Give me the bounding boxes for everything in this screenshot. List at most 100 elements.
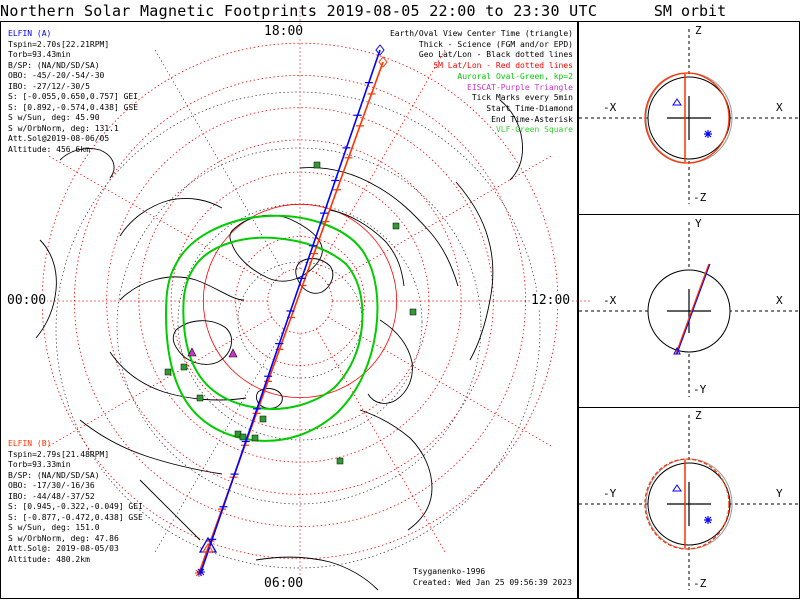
- orbit-track-a: [676, 263, 711, 355]
- vlf-square: [336, 457, 344, 465]
- sm-lon-line: [154, 328, 285, 553]
- elfin-b-line: Att.Sol@: 2019-08-05/03: [8, 544, 119, 553]
- elfin-a-line: S: [0.892,-0.574,0.438] GSE: [8, 102, 139, 112]
- sm-lon-line: [315, 328, 446, 553]
- elfin-b-line: S: [-0.877,-0.472,0.438] GSE: [8, 512, 143, 522]
- legend-item: SM Lat/Lon - Red dotted lines: [433, 61, 573, 71]
- start-diamond: [378, 56, 388, 68]
- eiscat-triangle: [187, 347, 197, 357]
- vlf-square: [239, 433, 247, 441]
- orbit-triangle: [672, 484, 682, 492]
- end-asterisk: [195, 569, 203, 577]
- europe-coast: [359, 409, 433, 531]
- legend: Earth/Oval View Center Time (triangle) T…: [390, 29, 573, 136]
- elfin-b-line: S w/Sun, deg: 151.0: [8, 523, 100, 532]
- scandinavia-coast: [367, 319, 413, 404]
- orbit-asterisk: [704, 130, 712, 138]
- orbit-title: SM orbit: [653, 2, 727, 20]
- mlt-label-left: 00:00: [6, 293, 48, 308]
- asia-coast: [455, 181, 494, 361]
- arctic-islands: [295, 258, 334, 294]
- orbit-yz-right: Y: [776, 487, 783, 500]
- vlf-square: [409, 308, 417, 316]
- sm-lon-line: [327, 316, 552, 447]
- elfin-a-line: B/SP: (NA/ND/SD/SA): [8, 60, 100, 70]
- legend-item: Tick Marks every 5min: [471, 93, 573, 103]
- orbit-xz-right: X: [776, 101, 783, 114]
- elfin-a-line: Att.Sol@2019-08-06/05: [8, 134, 110, 143]
- auroral-oval-equatorward: [164, 214, 379, 442]
- eiscat-triangle: [228, 348, 238, 358]
- orbit-xz-top: Z: [695, 24, 702, 37]
- orbit-xy-bottom: -Y: [693, 383, 707, 396]
- north-america-west: [35, 148, 115, 339]
- sm-lat-circle: [106, 107, 494, 495]
- legend-item: End Time-Asterisk: [491, 114, 573, 124]
- vlf-square: [196, 394, 204, 402]
- elfin-b-line: Altitude: 480.2km: [8, 554, 90, 564]
- mlt-label-bottom: 06:00: [263, 576, 305, 591]
- orbit-triangle: [672, 98, 682, 106]
- elfin-b-info: ELFIN (B) Tspin=2.79s[21.48RPM] Torb=93.…: [8, 439, 143, 565]
- elfin-a-line: OBO: -45/-20/-54/-30: [8, 71, 105, 80]
- orbit-xy-right: X: [776, 294, 783, 307]
- mlt-label-top: 18:00: [263, 24, 305, 39]
- geo-lat-circle: [237, 261, 363, 379]
- created-label: Created: Wed Jan 25 09:56:39 2023: [413, 578, 572, 587]
- orbit-yz-left: -Y: [603, 487, 617, 500]
- elfin-b-line: S: [0.945,-0.322,-0.049] GEI: [8, 502, 143, 511]
- elfin-b-line: Tspin=2.79s[21.48RPM]: [8, 449, 110, 459]
- sm-lat-circle: [170, 171, 430, 431]
- legend-item: Thick - Science (FGM and/or EPD): [418, 39, 573, 49]
- orbit-yz-bottom: -Z: [693, 577, 707, 590]
- vlf-square: [392, 222, 400, 230]
- sm-lon-line: [48, 155, 273, 286]
- elfin-a-line: S w/Sun, deg: 45.90: [8, 113, 100, 122]
- view-center-triangle: [202, 543, 214, 553]
- elfin-b-line: Torb=93.33min: [8, 460, 71, 469]
- elfin-a-line: S: [-0.055,0.650,0.757] GEI: [8, 92, 139, 101]
- auroral-oval-poleward: [182, 236, 364, 410]
- north-america-east: [79, 419, 223, 541]
- sm-lon-line: [154, 49, 285, 274]
- legend-item: Start Time-Diamond: [486, 103, 573, 113]
- legend-item: EISCAT-Purple Triangle: [467, 82, 573, 92]
- orbit-ellipse-b: [644, 458, 730, 550]
- alaska-coast: [119, 197, 223, 237]
- sm-lon-line: [327, 155, 552, 286]
- siberia-coast: [299, 167, 459, 287]
- auroral-oval: [164, 214, 379, 442]
- vlf-square: [313, 161, 321, 169]
- orbit-plots: [579, 29, 799, 590]
- orbit-xy-top: Y: [695, 217, 702, 230]
- legend-item: Earth/Oval View Center Time (triangle): [389, 29, 573, 38]
- hudson-bay: [172, 320, 233, 365]
- orbit-triangle: [673, 346, 681, 355]
- canada-coast: [109, 276, 247, 401]
- orbit-xz-left: -X: [603, 101, 617, 114]
- vlf-stations: [164, 161, 417, 465]
- elfin-a-line: Tspin=2.70s[22.21RPM]: [8, 39, 110, 49]
- start-diamond: [375, 44, 385, 56]
- end-asterisk: [197, 568, 205, 576]
- geo-lat-circle: [116, 147, 482, 505]
- pacific-islands: [499, 99, 523, 181]
- sm-lon-line: [48, 316, 273, 447]
- legend-item: Auroral Oval-Green, kp=2: [457, 71, 573, 81]
- orbit-plot-yz: [579, 415, 799, 590]
- elfin-b-name: ELFIN (B): [8, 439, 52, 448]
- mlt-label-right: 12:00: [530, 293, 572, 308]
- elfin-b-line: IBO: -44/48/-37/52: [8, 491, 95, 501]
- footprint-tracks: [195, 44, 388, 577]
- elfin-a-info: ELFIN (A) Tspin=2.70s[22.21RPM] Torb=93.…: [8, 29, 138, 155]
- vlf-square: [259, 415, 267, 423]
- vlf-square: [180, 363, 188, 371]
- elfin-a-line: Torb=93.43min: [8, 50, 71, 59]
- elfin-a-line: IBO: -27/12/-30/5: [8, 81, 90, 91]
- orbit-plot-xz: [579, 29, 799, 204]
- page-title: Northern Solar Magnetic Footprints 2019-…: [0, 2, 598, 20]
- africa-coast: [255, 556, 379, 591]
- map-frame: [0, 21, 578, 599]
- orbit-yz-top: Z: [695, 409, 702, 422]
- legend-item: VLF-Green Square: [495, 125, 573, 135]
